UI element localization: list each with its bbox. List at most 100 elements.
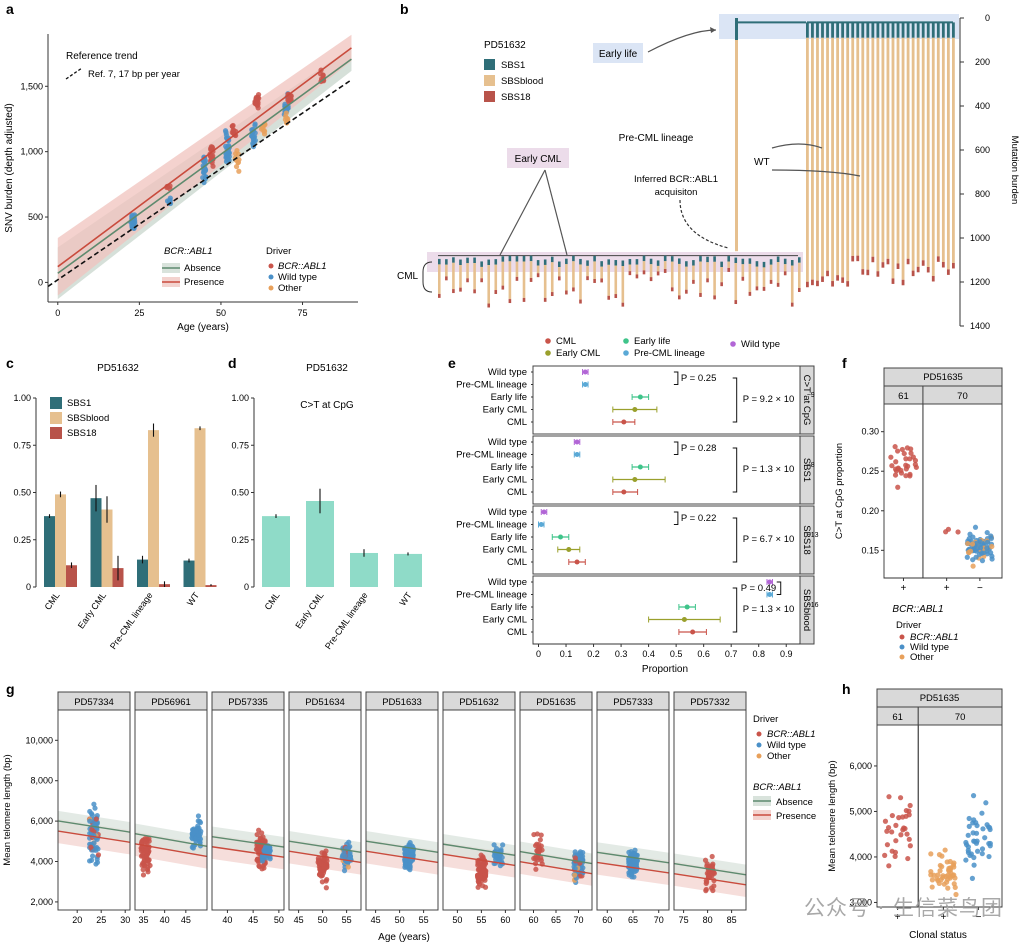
b-wt-leaf-sbsblood — [911, 37, 915, 271]
b-wt-leaf-sbs18 — [906, 258, 910, 265]
g-fit-line-presence — [134, 843, 208, 858]
b-cml-leaf-sbsblood — [543, 264, 547, 298]
b-cml-leaf-sbsblood — [522, 261, 526, 298]
f-point — [970, 563, 976, 569]
b-wt-leaf-sbsblood — [941, 37, 945, 262]
b-cml-leaf-sbs1 — [663, 255, 667, 262]
a-point — [167, 198, 173, 204]
a-ref-legend-key — [65, 67, 83, 80]
h-point — [980, 826, 986, 832]
b-cml-leaf-sbs18 — [713, 295, 716, 300]
b-cml-leaf-sbs1 — [494, 259, 498, 265]
g-point — [141, 837, 148, 843]
b-wt-leaf-sbs18 — [952, 262, 955, 269]
b-cml-leaf-sbs18 — [501, 285, 505, 290]
b-cml-leaf-sbsblood — [607, 264, 611, 296]
h-point — [971, 862, 977, 868]
b-wt-leaf-sbs18 — [846, 281, 850, 287]
e-x-tick-label: 0 — [536, 649, 541, 659]
b-cml-leaf-sbs18 — [706, 278, 709, 283]
f-y-tick-label: 0.15 — [861, 545, 879, 555]
e-x-tick-label: 0.1 — [560, 649, 573, 659]
c-x-tick-label: WT — [185, 590, 202, 608]
b-cml-leaf-sbs18 — [515, 276, 519, 281]
h-x-tick-label: + — [895, 912, 901, 923]
h-point — [882, 852, 888, 858]
b-cml-leaf-sbs18 — [748, 291, 752, 296]
b-cml-leaf-sbs18 — [452, 289, 455, 294]
b-cml-leaf-sbs1 — [543, 259, 547, 265]
b-cml-leaf-sbsblood — [621, 266, 625, 303]
h-point — [934, 876, 940, 882]
b-cml-leaf-sbs18 — [621, 302, 625, 307]
a-point — [236, 157, 242, 163]
h-point — [892, 853, 898, 859]
e-facet-strip — [799, 365, 815, 435]
f-point — [908, 450, 914, 456]
b-cml-leaf-sbs18 — [508, 299, 512, 304]
c-x-tick-label: CML — [43, 590, 62, 611]
e-facet-label: SBS1 — [801, 458, 812, 482]
b-cml-leaf-sbsblood — [579, 264, 582, 300]
h-point — [906, 836, 912, 842]
f-x-tick-label: + — [901, 583, 907, 594]
f-point — [989, 556, 995, 562]
f-point — [984, 539, 990, 545]
g-facet-frame — [442, 709, 516, 911]
f-point — [895, 484, 901, 490]
b-wt-leaf-sbsblood — [891, 37, 895, 279]
g-fit-line-absence — [211, 835, 285, 848]
b-cml-leaf-sbs18 — [550, 292, 554, 297]
b-cml-leaf-sbsblood — [572, 261, 575, 288]
e-x-tick-label: 0.9 — [780, 649, 793, 659]
g-x-tick-label: 50 — [274, 915, 284, 925]
f-y-tick-label: 0.20 — [861, 506, 879, 516]
a-point — [283, 110, 289, 116]
h-point — [898, 832, 904, 838]
b-cml-leaf-sbs1 — [529, 255, 533, 262]
h-point — [970, 830, 976, 836]
b-wt-leaf-sbsblood — [931, 37, 935, 276]
b-cml-leaf-sbs18 — [685, 289, 688, 294]
h-point — [892, 849, 899, 856]
h-point — [884, 842, 891, 848]
b-cml-leaf-sbs18 — [670, 287, 674, 292]
h-xlabel: Clonal status — [909, 930, 967, 941]
b-cml-leaf-sbsblood — [790, 265, 794, 303]
e-row-label: Wild type — [488, 367, 527, 378]
a-y-tick-label: 500 — [28, 212, 43, 222]
g-ylabel: Mean telomere length (bp) — [2, 754, 13, 865]
g-x-tick-label: 45 — [181, 915, 191, 925]
g-driver-other-label: Other — [767, 751, 791, 762]
b-wt-leaf-sbsblood — [836, 37, 840, 276]
b-cml-leaf-sbs1 — [614, 260, 618, 266]
a-x-tick-label: 0 — [55, 308, 60, 318]
panel-letter-f: f — [842, 355, 847, 371]
h-point — [963, 857, 969, 863]
b-cml-leaf-sbsblood — [769, 264, 773, 280]
a-y-tick-label: 1,000 — [20, 147, 43, 157]
b-legend-sbs1-swatch — [484, 59, 495, 70]
e-legend-key — [545, 338, 551, 344]
b-cml-leaf-sbsblood — [438, 264, 441, 294]
e-small-bracket — [776, 581, 782, 595]
b-wt-leaf-sbs18 — [841, 277, 845, 283]
g-point — [407, 840, 413, 846]
b-cml-leaf-sbs1 — [445, 259, 448, 265]
e-row-label: Early CML — [483, 545, 527, 556]
c-y-tick-label: 1.00 — [13, 393, 31, 403]
b-wt-leaf-sbsblood — [856, 37, 860, 256]
f-point — [943, 529, 949, 535]
a-driver-wt-label: Wild type — [278, 272, 317, 283]
b-wt-leaf-sbs1 — [896, 22, 900, 38]
g-driver-key-other — [756, 753, 762, 759]
b-wt-leaf-sbsblood — [952, 37, 955, 263]
g-point — [195, 813, 202, 819]
b-wt-leaf-sbs18 — [916, 266, 920, 273]
b-wt-leaf-sbsblood — [846, 37, 850, 282]
e-row-label: Early life — [491, 462, 527, 473]
watermark: 公众号 · 生信菜鸟团 — [803, 896, 1003, 920]
e-x-tick-label: 0.8 — [752, 649, 765, 659]
e-big-bracket — [732, 377, 738, 423]
h-point — [979, 846, 986, 852]
